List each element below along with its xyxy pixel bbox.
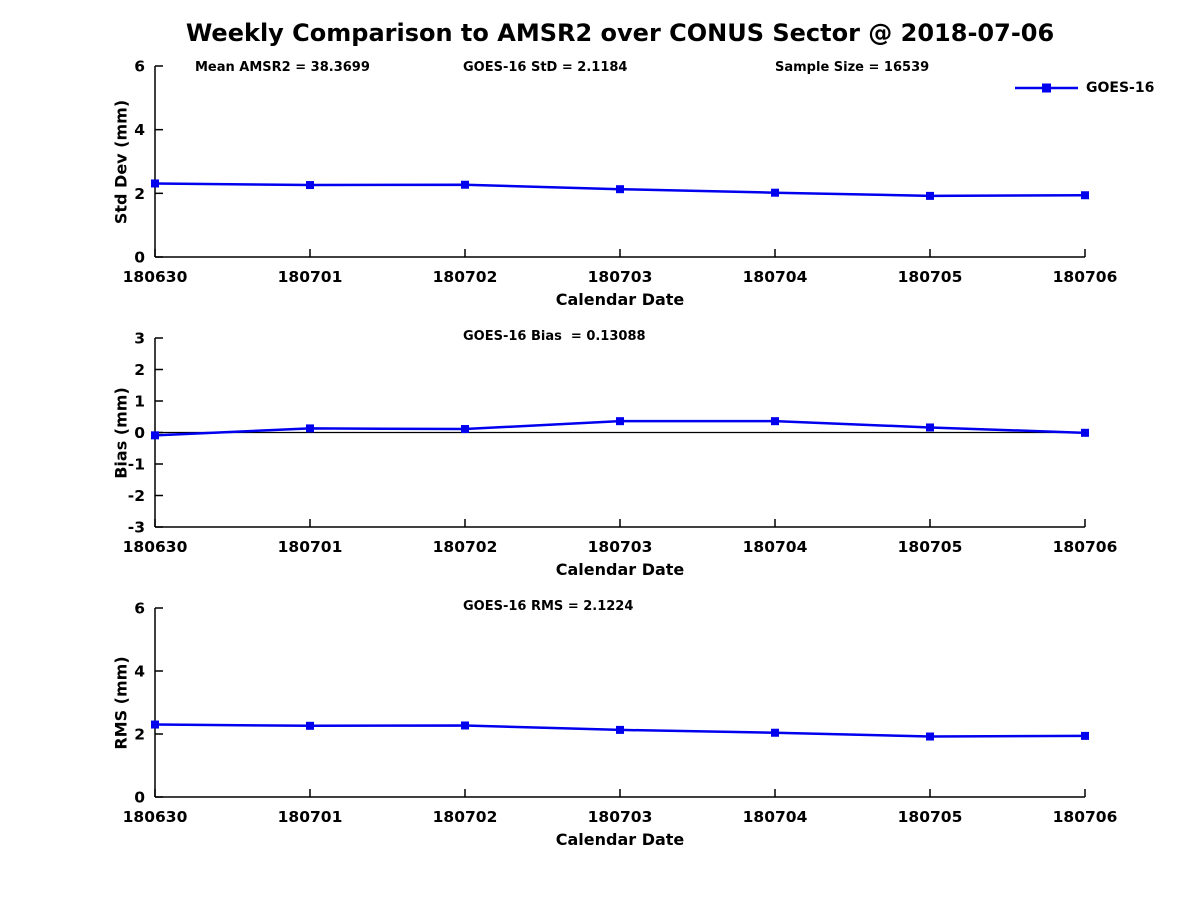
data-point-marker	[1081, 191, 1089, 200]
x-axis-title-calendar-date-1: Calendar Date	[555, 290, 685, 309]
x-tick-label: 180701	[278, 268, 343, 286]
x-tick-label: 180630	[123, 808, 188, 826]
y-tick-label: 2	[134, 726, 145, 744]
x-tick-label: 180706	[1053, 538, 1118, 556]
data-point-marker	[616, 417, 624, 426]
x-tick-label: 180706	[1053, 808, 1118, 826]
data-point-marker	[616, 725, 624, 734]
x-tick-label: 180630	[123, 268, 188, 286]
x-tick-label: 180703	[588, 538, 653, 556]
data-point-marker	[461, 180, 469, 189]
y-tick-label: 0	[134, 789, 145, 807]
y-tick-label: 0	[134, 424, 145, 442]
x-tick-label: 180705	[898, 268, 963, 286]
data-point-marker	[926, 732, 934, 741]
x-tick-label: 180702	[433, 268, 498, 286]
data-point-marker	[1081, 731, 1089, 740]
data-point-marker	[151, 720, 159, 729]
y-tick-label: 6	[134, 600, 145, 618]
x-tick-label: 180705	[898, 538, 963, 556]
data-point-marker	[306, 424, 314, 433]
y-tick-label: -1	[128, 456, 145, 474]
data-point-marker	[461, 721, 469, 730]
y-tick-label: 0	[134, 249, 145, 267]
y-tick-label: -2	[128, 487, 145, 505]
x-tick-label: 180704	[743, 808, 808, 826]
y-axis-title-bias: Bias (mm)	[111, 387, 131, 479]
data-point-marker	[306, 721, 314, 730]
data-point-marker	[771, 728, 779, 737]
data-point-marker	[926, 423, 934, 432]
annotation-goes16-std: GOES-16 StD = 2.1184	[463, 60, 628, 75]
x-tick-label: 180630	[123, 538, 188, 556]
y-tick-label: 2	[134, 185, 145, 203]
x-tick-label: 180701	[278, 808, 343, 826]
y-tick-label: 6	[134, 58, 145, 76]
data-point-marker	[306, 181, 314, 190]
y-axis-title-rms: RMS (mm)	[111, 656, 131, 750]
x-tick-label: 180703	[588, 808, 653, 826]
legend-line-swatch	[1015, 83, 1078, 93]
figure-title: Weekly Comparison to AMSR2 over CONUS Se…	[185, 19, 1055, 47]
y-tick-label: -3	[128, 519, 145, 537]
x-tick-label: 180706	[1053, 268, 1118, 286]
legend-label: GOES-16	[1086, 80, 1155, 96]
annotation-sample-size: Sample Size = 16539	[775, 60, 930, 75]
x-tick-label: 180704	[743, 538, 808, 556]
annotation-goes16-rms: GOES-16 RMS = 2.1224	[463, 599, 634, 614]
y-axis-title-std-dev: Std Dev (mm)	[111, 99, 131, 225]
x-tick-label: 180705	[898, 808, 963, 826]
data-point-marker	[151, 179, 159, 188]
data-point-marker	[151, 431, 159, 440]
legend: GOES-16	[1014, 80, 1154, 96]
y-tick-label: 4	[134, 663, 145, 681]
legend-marker-icon	[1042, 83, 1051, 93]
x-tick-label: 180704	[743, 268, 808, 286]
data-point-marker	[461, 425, 469, 434]
x-tick-label: 180703	[588, 268, 653, 286]
data-point-marker	[771, 188, 779, 197]
x-tick-label: 180702	[433, 808, 498, 826]
data-point-marker	[771, 417, 779, 426]
annotation-mean-amsr2: Mean AMSR2 = 38.3699	[195, 60, 370, 75]
y-tick-label: 2	[134, 361, 145, 379]
y-tick-label: 3	[134, 330, 145, 348]
x-axis-title-calendar-date-2: Calendar Date	[555, 560, 685, 579]
y-tick-label: 1	[134, 393, 145, 411]
x-axis-title-calendar-date-3: Calendar Date	[555, 830, 685, 849]
data-point-marker	[1081, 428, 1089, 437]
x-tick-label: 180701	[278, 538, 343, 556]
data-point-marker	[926, 191, 934, 200]
annotation-goes16-bias: GOES-16 Bias = 0.13088	[463, 329, 646, 344]
data-point-marker	[616, 185, 624, 194]
y-tick-label: 4	[134, 121, 145, 139]
x-tick-label: 180702	[433, 538, 498, 556]
